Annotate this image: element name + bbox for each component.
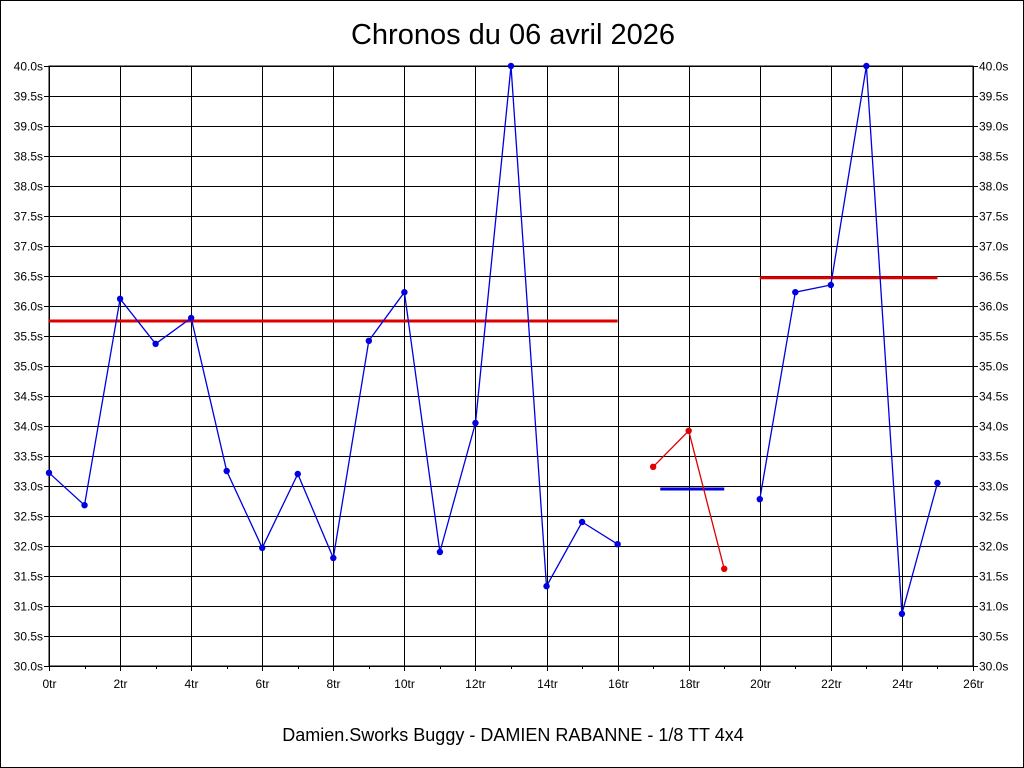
data-point xyxy=(543,583,550,590)
data-point xyxy=(116,295,124,302)
data-point xyxy=(294,470,301,478)
x-tick-label: 24tr xyxy=(892,677,913,691)
data-point xyxy=(436,548,444,556)
data-point xyxy=(792,289,799,296)
x-tick-label: 2tr xyxy=(113,677,127,691)
y-tick-label-left: 40.0s xyxy=(14,60,43,74)
y-tick-label-right: 31.5s xyxy=(979,570,1008,584)
y-tick-label-right: 39.0s xyxy=(979,120,1008,134)
data-point xyxy=(472,419,479,427)
series-group xyxy=(45,62,941,617)
x-tick-label: 20tr xyxy=(750,677,771,691)
y-tick-label-left: 37.0s xyxy=(14,240,43,254)
data-point xyxy=(614,541,621,548)
average-lines xyxy=(49,276,938,491)
y-axis-right: 30.0s 30.5s 31.0s 31.5s 32.0s 32.5s 33.0s 33.5s… xyxy=(973,60,1008,674)
y-tick-label-left: 33.5s xyxy=(14,450,43,464)
y-tick-label-left: 37.5s xyxy=(14,210,43,224)
x-tick-label: 14tr xyxy=(537,677,558,691)
y-tick-label-right: 37.5s xyxy=(979,210,1008,224)
y-tick-label-left: 35.0s xyxy=(14,360,43,374)
x-tick-label: 16tr xyxy=(608,677,629,691)
data-point xyxy=(259,544,266,551)
y-tick-label-left: 34.5s xyxy=(14,390,43,404)
y-tick-label-left: 31.5s xyxy=(14,570,43,584)
data-point xyxy=(685,427,692,434)
x-tick-label: 18tr xyxy=(679,677,700,691)
x-tick-label: 4tr xyxy=(184,677,198,691)
data-point xyxy=(401,289,408,296)
y-tick-label-right: 38.0s xyxy=(979,180,1008,194)
data-point xyxy=(330,554,337,562)
y-tick-label-right: 34.0s xyxy=(979,420,1008,434)
x-tick-label: 0tr xyxy=(42,677,56,691)
data-point xyxy=(578,518,586,526)
y-tick-label-right: 32.5s xyxy=(979,510,1008,524)
y-tick-label-right: 30.0s xyxy=(979,660,1008,674)
y-tick-label-left: 39.0s xyxy=(14,120,43,134)
y-tick-label-right: 37.0s xyxy=(979,240,1008,254)
y-tick-label-left: 33.0s xyxy=(14,480,43,494)
x-tick-label: 8tr xyxy=(326,677,340,691)
y-tick-label-left: 30.5s xyxy=(14,630,43,644)
data-point xyxy=(863,62,870,70)
data-point xyxy=(756,496,763,503)
y-tick-label-right: 39.5s xyxy=(979,90,1008,104)
x-tick-label: 22tr xyxy=(821,677,842,691)
y-tick-label-left: 36.5s xyxy=(14,270,43,284)
y-tick-label-left: 32.5s xyxy=(14,510,43,524)
data-point xyxy=(152,340,159,347)
x-tick-label: 26tr xyxy=(963,677,984,691)
x-tick-label: 12tr xyxy=(465,677,486,691)
y-tick-label-left: 38.5s xyxy=(14,150,43,164)
y-tick-label-right: 32.0s xyxy=(979,540,1008,554)
data-point xyxy=(45,469,53,476)
y-tick-label-right: 40.0s xyxy=(979,60,1008,74)
y-tick-label-left: 30.0s xyxy=(14,660,43,674)
chart-title: Chronos du 06 avril 2026 xyxy=(351,19,675,51)
y-tick-label-left: 35.5s xyxy=(14,330,43,344)
y-tick-label-left: 34.0s xyxy=(14,420,43,434)
y-tick-label-right: 34.5s xyxy=(979,390,1008,404)
y-tick-label-right: 36.5s xyxy=(979,270,1008,284)
x-axis: 0tr 2tr 4tr 6tr 8tr 10tr 12tr 14tr 16tr 18tr 20tr 2… xyxy=(42,666,984,691)
data-point xyxy=(365,337,373,344)
y-tick-label-left: 39.5s xyxy=(14,90,43,104)
y-tick-label-right: 35.0s xyxy=(979,360,1008,374)
data-point xyxy=(721,565,728,572)
y-tick-label-left: 36.0s xyxy=(14,300,43,314)
y-tick-label-right: 30.5s xyxy=(979,630,1008,644)
y-tick-label-right: 35.5s xyxy=(979,330,1008,344)
data-point xyxy=(81,502,88,509)
x-tick-label: 10tr xyxy=(394,677,415,691)
y-tick-label-right: 33.5s xyxy=(979,450,1008,464)
data-point xyxy=(827,281,835,289)
x-tick-label: 6tr xyxy=(255,677,269,691)
y-tick-label-right: 36.0s xyxy=(979,300,1008,314)
data-point xyxy=(223,467,230,475)
y-axis-left: 30.0s 30.5s 31.0s 31.5s 32.0s 32.5s 33.0s 33.5s… xyxy=(14,60,49,674)
series-line xyxy=(759,65,939,614)
data-point xyxy=(187,314,195,322)
data-point xyxy=(934,479,941,487)
y-tick-label-right: 31.0s xyxy=(979,600,1008,614)
series-line xyxy=(652,429,725,569)
y-tick-label-right: 33.0s xyxy=(979,480,1008,494)
chart-subtitle: Damien.Sworks Buggy - DAMIEN RABANNE - 1… xyxy=(282,725,743,745)
y-tick-label-left: 32.0s xyxy=(14,540,43,554)
y-tick-label-left: 31.0s xyxy=(14,600,43,614)
data-point xyxy=(507,62,515,70)
data-point xyxy=(898,610,906,617)
y-tick-label-right: 38.5s xyxy=(979,150,1008,164)
data-point xyxy=(649,463,657,470)
grid xyxy=(49,66,974,667)
y-tick-label-left: 38.0s xyxy=(14,180,43,194)
